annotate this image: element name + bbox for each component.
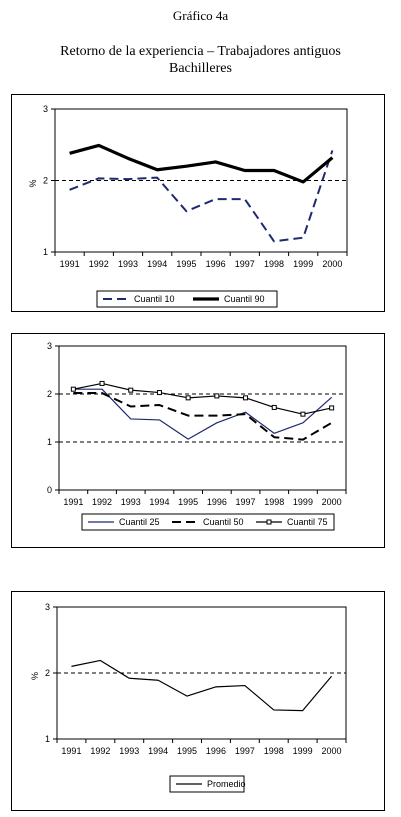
legend-label-1: Cuantil 90 [224,294,265,304]
y-tick-label: 1 [45,734,50,744]
legend-label-0: Promedio [207,779,246,789]
x-tick-label: 1993 [118,259,138,269]
x-tick-label: 1996 [207,497,227,507]
series-marker [128,387,134,393]
series-marker [214,393,220,399]
y-axis-label: % [28,179,38,187]
legend-box [96,290,278,308]
x-tick-label: 1992 [92,497,112,507]
series-marker [99,380,105,386]
x-tick-label: 1994 [147,259,167,269]
chart-panel-3: 1 2 3% 1991 1992 1993 1994 1995 1996 1997 1998 1999… [11,591,385,811]
x-tick-label: 1999 [293,746,313,756]
legend-label-0: Cuantil 10 [134,294,175,304]
series-line-0 [73,388,333,440]
y-tick-label: 3 [47,341,52,351]
y-tick-label: 2 [47,389,52,399]
legend-marker [266,519,272,525]
x-tick-label: 1991 [61,746,81,756]
x-tick-label: 1991 [60,259,80,269]
y-tick-label: 1 [47,437,52,447]
series-line-0 [69,150,334,243]
x-tick-label: 1998 [264,746,284,756]
chart-1-svg: 1 2 3% 1991 1992 1993 1994 1995 1996 1997 1998 1999… [28,104,348,308]
x-tick-label: 1991 [63,497,83,507]
y-axis-label: % [30,672,40,680]
legend-box [169,775,245,793]
x-tick-label: 1995 [178,497,198,507]
x-tick-label: 1997 [236,497,256,507]
figure-subtitle-line-1: Retorno de la experiencia – Trabajadores… [60,44,341,59]
series-marker [156,390,162,396]
x-tick-label: 1998 [264,497,284,507]
series-line-0 [71,659,333,712]
x-tick-label: 1994 [148,746,168,756]
chart-3-svg: 1 2 3% 1991 1992 1993 1994 1995 1996 1997 1998 1999… [30,602,347,793]
series-marker [329,405,335,411]
series-line-2 [73,382,332,415]
series-line-1 [69,143,334,184]
legend-label-1: Cuantil 50 [203,517,244,527]
x-tick-label: 1999 [293,259,313,269]
y-tick-label: 2 [45,668,50,678]
x-tick-label: 1992 [90,746,110,756]
series-line-1 [73,392,333,441]
x-tick-label: 1994 [149,497,169,507]
chart-panel-1: 1 2 3% 1991 1992 1993 1994 1995 1996 1997 1998 1999… [11,94,385,312]
x-tick-label: 2000 [322,497,342,507]
series-marker [300,411,306,417]
legend-box [81,513,335,531]
y-tick-label: 1 [43,247,48,257]
x-tick-label: 2000 [322,259,342,269]
legend-label-2: Cuantil 75 [287,517,328,527]
x-tick-label: 1992 [89,259,109,269]
x-tick-label: 1997 [235,746,255,756]
chart-panel-2: 0 1 2 3 1991 1992 1993 1994 1995 1996 1997 1998 1999… [11,333,385,548]
x-tick-label: 1999 [293,497,313,507]
x-tick-label: 2000 [322,746,342,756]
x-tick-label: 1993 [119,746,139,756]
figure-title: Gráfico 4a [172,8,229,23]
series-marker [185,395,191,401]
x-tick-label: 1995 [176,259,196,269]
series-marker [243,395,249,401]
plot-area [58,345,347,491]
figure-subtitle-line-2: Bachilleres [169,61,232,76]
y-tick-label: 3 [45,602,50,612]
x-tick-label: 1995 [177,746,197,756]
x-tick-label: 1996 [206,746,226,756]
x-tick-label: 1998 [264,259,284,269]
y-tick-label: 0 [47,485,52,495]
series-marker [271,404,277,410]
x-tick-label: 1996 [206,259,226,269]
legend-label-0: Cuantil 25 [119,517,160,527]
y-tick-label: 2 [43,176,48,186]
x-tick-label: 1997 [235,259,255,269]
chart-2-svg: 0 1 2 3 1991 1992 1993 1994 1995 1996 1997 1998 1999… [47,341,347,531]
y-tick-label: 3 [43,104,48,114]
x-tick-label: 1993 [121,497,141,507]
series-marker [70,386,76,392]
